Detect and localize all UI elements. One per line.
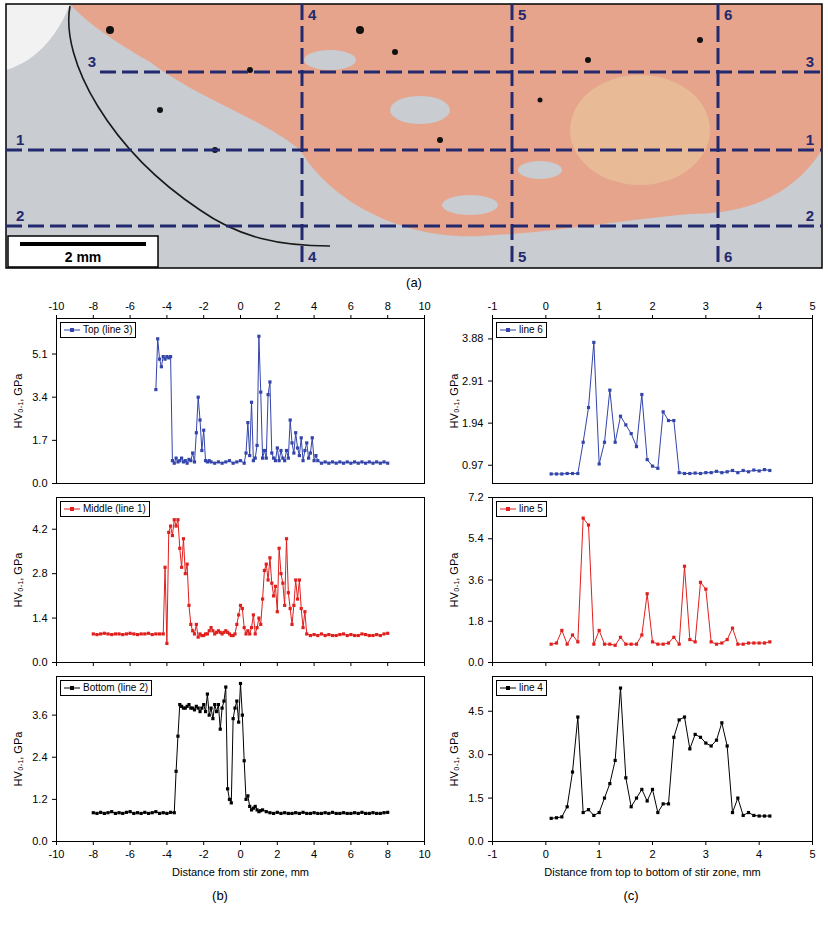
svg-text:4: 4 [308,248,317,265]
svg-text:8: 8 [385,848,391,860]
html-text:Top (line 3): Top (line 3) [83,324,133,335]
svg-text:1.2: 1.2 [32,793,47,805]
svg-text:5: 5 [518,248,526,265]
svg-text:6: 6 [724,6,732,23]
svg-text:2: 2 [16,207,24,224]
html-text:Middle (line 1): Middle (line 1) [83,503,146,514]
svg-text:2.4: 2.4 [32,751,47,763]
svg-text:5: 5 [518,6,526,23]
svg-text:-10: -10 [49,848,65,860]
svg-text:5: 5 [809,300,815,312]
svg-text:1: 1 [596,300,602,312]
svg-text:HV₀.₁, GPa: HV₀.₁, GPa [448,373,460,429]
svg-text:1.4: 1.4 [32,612,47,624]
svg-text:4: 4 [311,300,317,312]
svg-text:2.91: 2.91 [462,375,483,387]
svg-text:3: 3 [703,300,709,312]
svg-text:2: 2 [649,300,655,312]
svg-text:2 mm: 2 mm [65,249,102,265]
svg-text:-1: -1 [488,848,498,860]
svg-text:0.0: 0.0 [32,656,47,668]
svg-text:HV₀.₁, GPa: HV₀.₁, GPa [448,731,460,787]
svg-text:-2: -2 [199,300,209,312]
svg-text:HV₀.₁, GPa: HV₀.₁, GPa [12,373,24,429]
svg-text:4: 4 [756,300,762,312]
svg-text:3: 3 [88,53,96,70]
svg-text:3: 3 [703,848,709,860]
svg-text:2.8: 2.8 [32,567,47,579]
svg-text:Distance from top to bottom of: Distance from top to bottom of stir zone… [544,866,760,878]
svg-text:0: 0 [237,848,243,860]
svg-text:HV₀.₁, GPa: HV₀.₁, GPa [448,552,460,608]
html-text:Bottom (line 2): Bottom (line 2) [83,682,148,693]
html-text:line 6: line 6 [519,324,543,335]
svg-text:4: 4 [756,848,762,860]
svg-text:0.0: 0.0 [32,477,47,489]
svg-text:6: 6 [348,300,354,312]
svg-text:0.0: 0.0 [468,656,483,668]
svg-text:4.5: 4.5 [468,705,483,717]
svg-text:3: 3 [806,53,814,70]
svg-text:Distance from stir zone, mm: Distance from stir zone, mm [172,866,309,878]
svg-text:3.88: 3.88 [462,332,483,344]
svg-text:3.6: 3.6 [468,574,483,586]
html-text:(a): (a) [406,275,422,290]
svg-text:0.97: 0.97 [462,459,483,471]
svg-text:5.1: 5.1 [32,348,47,360]
svg-text:10: 10 [418,848,430,860]
html-text:line 4: line 4 [519,682,543,693]
svg-text:5.4: 5.4 [468,532,483,544]
svg-text:6: 6 [724,248,732,265]
svg-text:0: 0 [543,848,549,860]
svg-text:2: 2 [274,300,280,312]
svg-text:3.4: 3.4 [32,391,47,403]
svg-text:1: 1 [596,848,602,860]
svg-text:HV₀.₁, GPa: HV₀.₁, GPa [12,731,24,787]
svg-text:1.94: 1.94 [462,417,483,429]
svg-text:-6: -6 [125,848,135,860]
svg-text:7.2: 7.2 [468,491,483,503]
svg-text:-1: -1 [488,300,498,312]
svg-text:3.0: 3.0 [468,748,483,760]
html-text:line 5: line 5 [519,503,543,514]
svg-text:-6: -6 [125,300,135,312]
svg-text:-4: -4 [162,848,172,860]
svg-text:6: 6 [348,848,354,860]
svg-text:-8: -8 [88,300,98,312]
svg-text:5: 5 [809,848,815,860]
svg-text:0.0: 0.0 [468,835,483,847]
svg-text:8: 8 [385,300,391,312]
html-text:(b): (b) [212,888,228,903]
svg-text:0.0: 0.0 [32,835,47,847]
svg-text:2: 2 [649,848,655,860]
svg-text:1.7: 1.7 [32,434,47,446]
svg-text:HV₀.₁, GPa: HV₀.₁, GPa [12,552,24,608]
svg-text:-2: -2 [199,848,209,860]
svg-text:2: 2 [274,848,280,860]
svg-text:4: 4 [308,6,317,23]
svg-text:4: 4 [311,848,317,860]
svg-text:1.5: 1.5 [468,792,483,804]
svg-text:-4: -4 [162,300,172,312]
svg-text:1.8: 1.8 [468,615,483,627]
svg-text:4.2: 4.2 [32,523,47,535]
svg-text:0: 0 [543,300,549,312]
svg-text:-8: -8 [88,848,98,860]
svg-text:1: 1 [806,131,814,148]
svg-text:3.6: 3.6 [32,709,47,721]
svg-text:1: 1 [16,131,24,148]
svg-text:2: 2 [806,207,814,224]
svg-text:10: 10 [418,300,430,312]
svg-text:0: 0 [237,300,243,312]
html-text:(c): (c) [623,888,639,903]
svg-text:-10: -10 [49,300,65,312]
